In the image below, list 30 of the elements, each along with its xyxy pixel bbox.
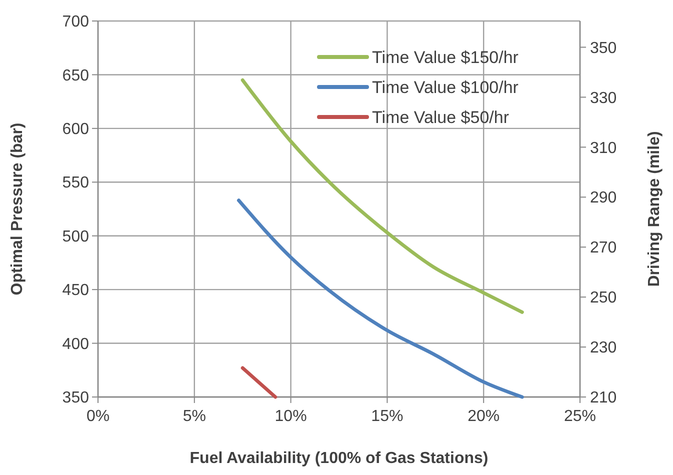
legend-label: Time Value $150/hr (372, 48, 519, 67)
y-tick-label: 450 (62, 282, 90, 300)
y2-tick-label: 350 (590, 40, 617, 57)
x-tick-label: 25% (564, 408, 596, 425)
x-tick-label: 20% (468, 408, 500, 425)
y-axis-title: Optimal Pressure (bar) (9, 122, 26, 296)
y2-tick-label: 290 (590, 190, 617, 207)
y2-tick-label: 230 (590, 340, 617, 357)
y2-axis-title: Driving Range (mile) (646, 131, 663, 287)
y2-tick-label: 270 (590, 240, 617, 257)
x-tick-label: 15% (371, 408, 404, 425)
x-tick-label: 10% (274, 408, 307, 425)
y2-tick-label: 210 (590, 390, 617, 407)
y-tick-label: 650 (62, 67, 90, 84)
y-tick-label: 550 (62, 174, 90, 192)
y2-tick-label: 310 (590, 140, 617, 157)
y-tick-label: 500 (62, 228, 90, 246)
line-series (240, 78, 524, 314)
y2-tick-label: 330 (590, 90, 617, 107)
x-tick-label: 0% (86, 408, 110, 425)
x-tick-label: 5% (182, 408, 206, 425)
y-tick-label: 400 (62, 336, 90, 353)
y-tick-label: 350 (62, 390, 90, 407)
y-tick-label: 700 (62, 14, 90, 31)
legend-label: Time Value $100/hr (372, 78, 519, 97)
x-axis-title: Fuel Availability (100% of Gas Stations) (190, 450, 488, 467)
line-series (236, 198, 524, 399)
y2-tick-label: 250 (590, 290, 617, 307)
y-tick-label: 600 (62, 121, 90, 138)
legend-label: Time Value $50/hr (372, 108, 510, 127)
